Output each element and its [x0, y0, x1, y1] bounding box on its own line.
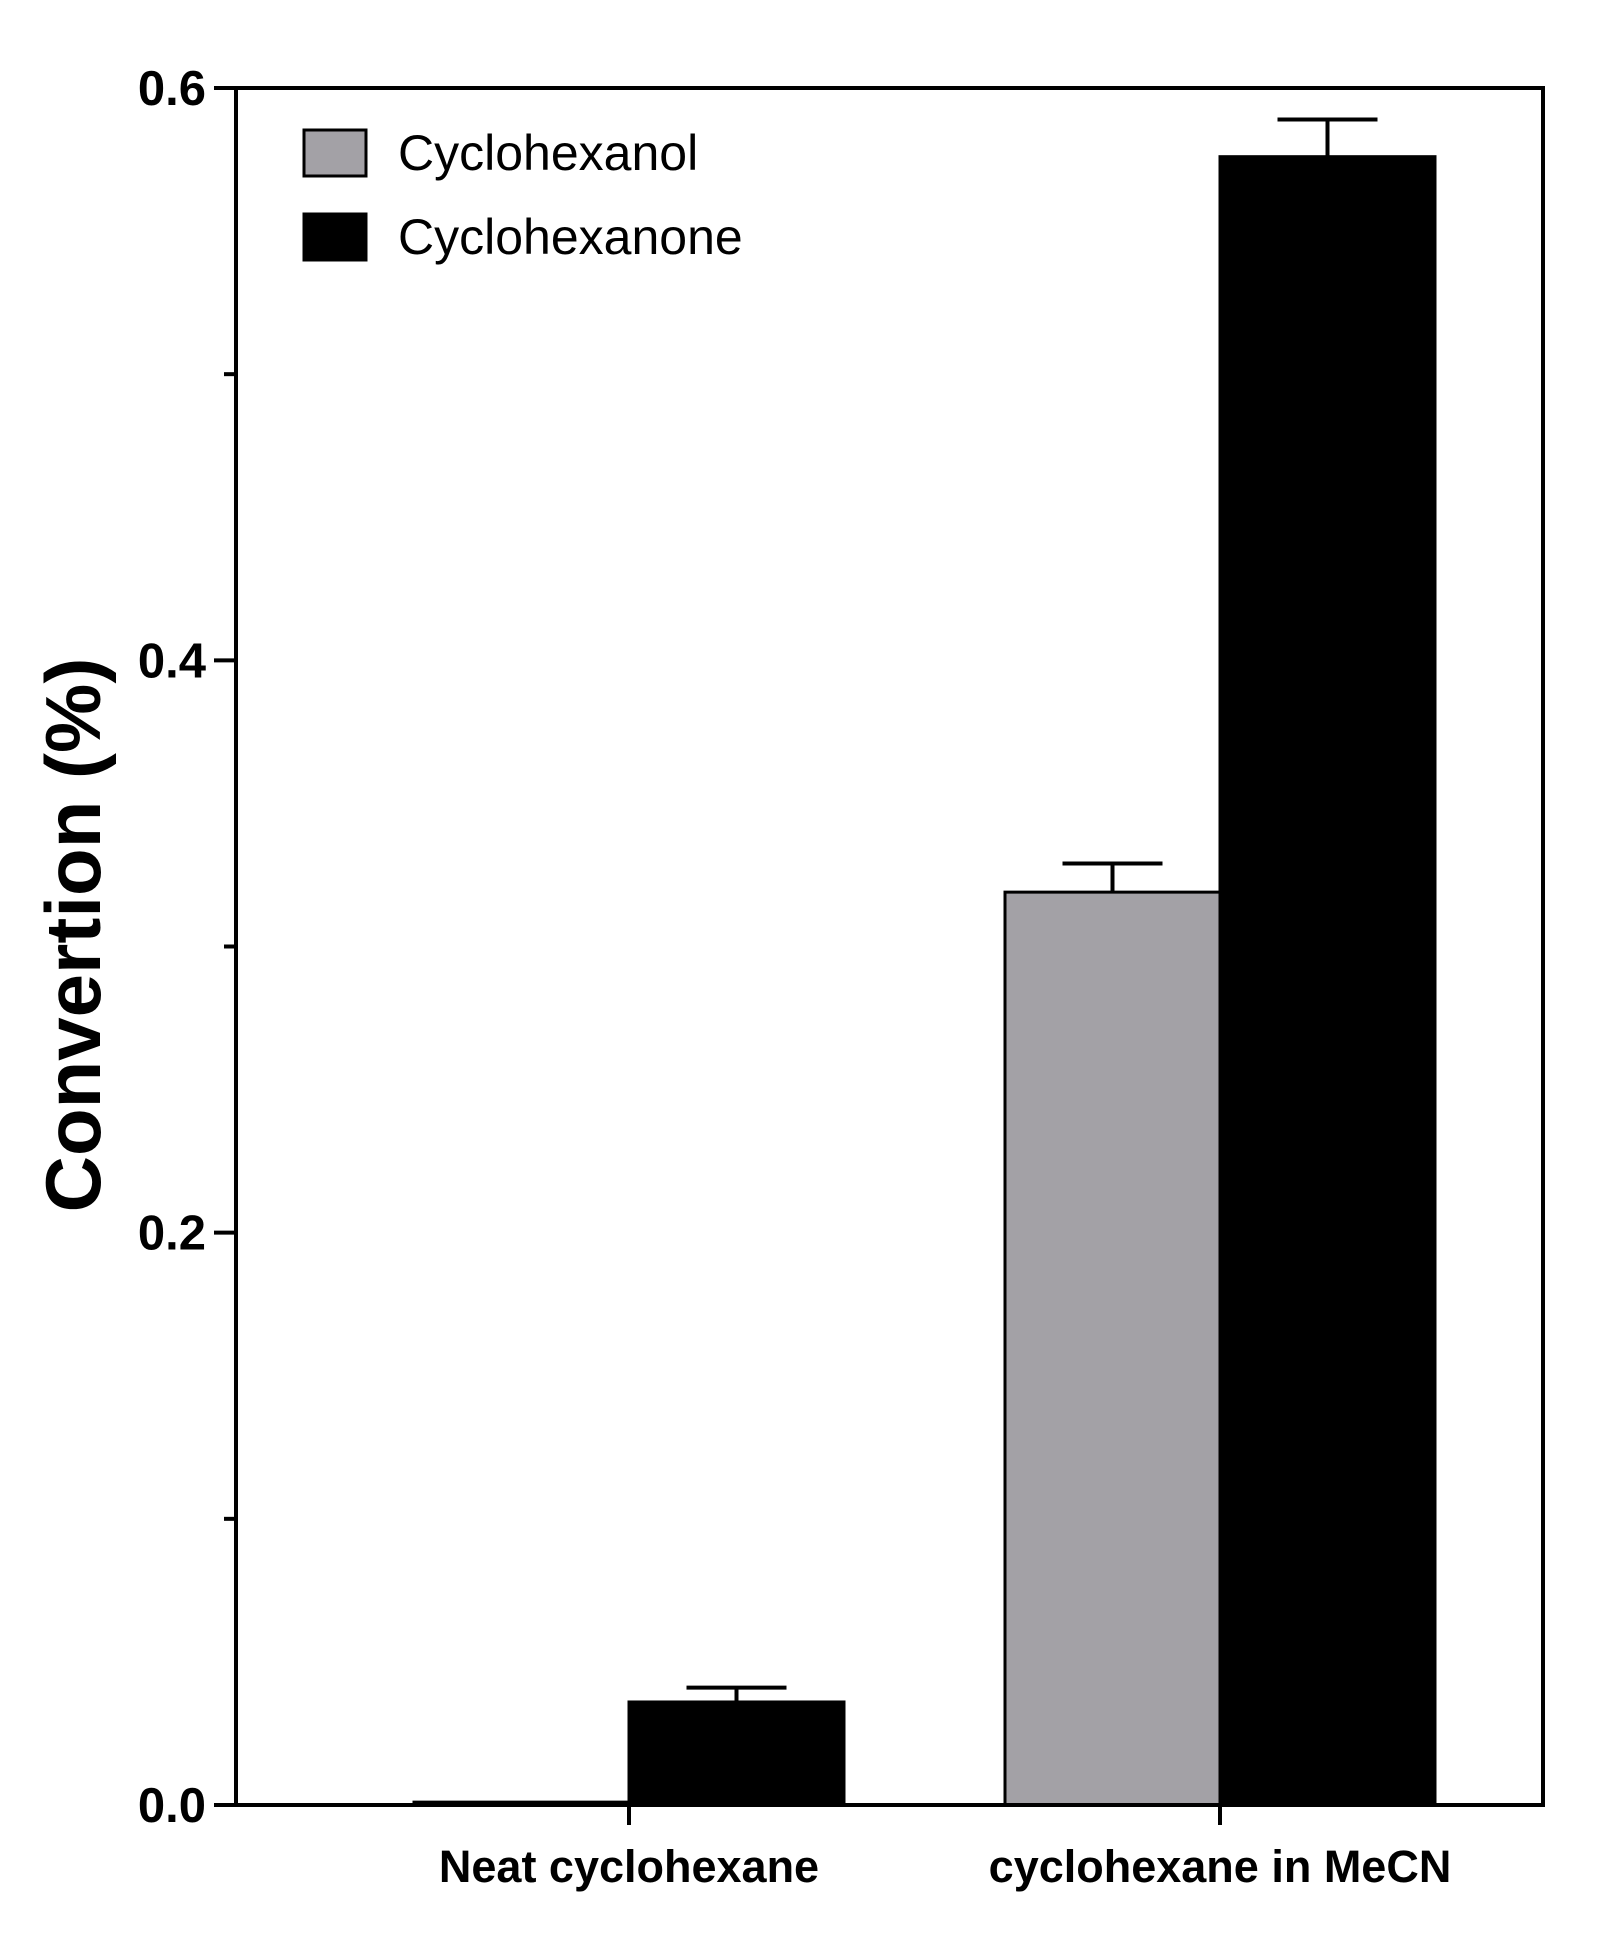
plot-area [234, 86, 1545, 1807]
x-category-label: cyclohexane in MeCN [989, 1841, 1452, 1892]
y-axis-title: Convertion (%) [29, 658, 117, 1213]
legend: Cyclohexanol Cyclohexanone [302, 125, 743, 265]
legend-label-1: Cyclohexanone [398, 209, 743, 265]
y-tick-label: 0.4 [138, 634, 206, 688]
bar-1-1 [1218, 155, 1437, 1807]
y-tick-label: 0.0 [138, 1779, 206, 1833]
x-axis-categories: Neat cyclohexane cyclohexane in MeCN [439, 1805, 1451, 1892]
bar-0-1 [1003, 890, 1222, 1807]
y-tick-label: 0.6 [138, 62, 206, 116]
y-axis-ticks: 0.0 0.2 0.4 0.6 [138, 62, 236, 1833]
legend-label-0: Cyclohexanol [398, 125, 698, 181]
legend-swatch-1 [302, 212, 368, 262]
x-category-label: Neat cyclohexane [439, 1841, 819, 1892]
bar-1-0 [627, 1700, 846, 1807]
legend-swatch-0 [302, 128, 368, 178]
y-tick-label: 0.2 [138, 1207, 206, 1261]
